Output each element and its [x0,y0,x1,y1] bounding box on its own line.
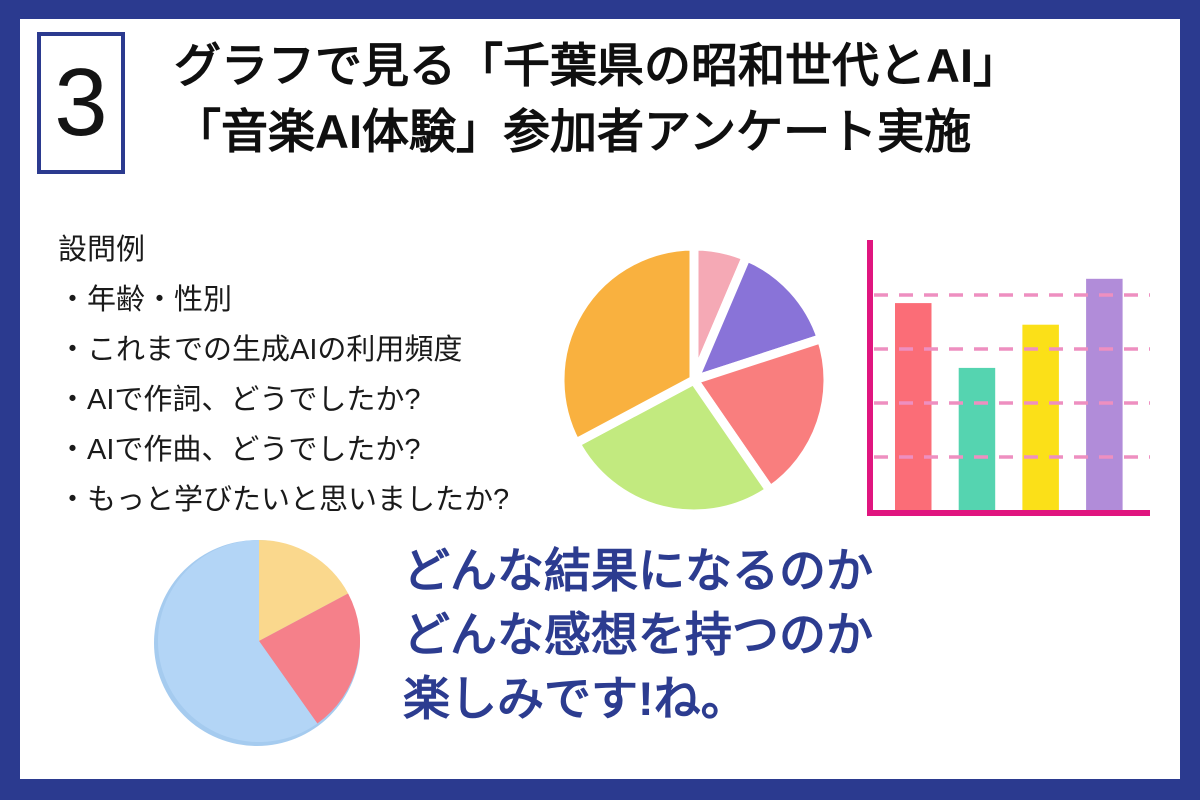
survey-pie-chart [555,242,833,519]
number-badge: 3 [37,32,125,174]
questions-heading: 設問例 [58,234,146,266]
message-line-2: どんな感想を持つのか [403,608,873,661]
small-pie-icon [154,540,360,746]
message-line-3: 楽しみです!ね。 [403,672,748,725]
questions-list: 設問例 ・年齢・性別 ・これまでの生成AIの利用頻度 ・AIで作詞、どうでしたか… [58,225,509,525]
question-item: ・年齢・性別 [58,284,233,316]
title-line-2: 「音楽AI体験」参加者アンケート実施 [174,105,972,158]
question-item: ・AIで作詞、どうでしたか? [58,384,421,416]
message-line-1: どんな結果になるのか [403,544,873,597]
survey-bar-chart [867,240,1150,516]
page-title: グラフで見る「千葉県の昭和世代とAI」 「音楽AI体験」参加者アンケート実施 [174,33,1020,165]
question-item: ・これまでの生成AIの利用頻度 [58,334,463,366]
title-line-1: グラフで見る「千葉県の昭和世代とAI」 [174,39,1020,92]
question-item: ・AIで作曲、どうでしたか? [58,434,421,466]
badge-number: 3 [54,49,108,156]
question-item: ・もっと学びたいと思いましたか? [58,484,510,516]
message-text: どんな結果になるのか どんな感想を持つのか 楽しみです!ね。 [403,539,873,731]
slide-canvas: 3 グラフで見る「千葉県の昭和世代とAI」 「音楽AI体験」参加者アンケート実施… [20,19,1180,779]
